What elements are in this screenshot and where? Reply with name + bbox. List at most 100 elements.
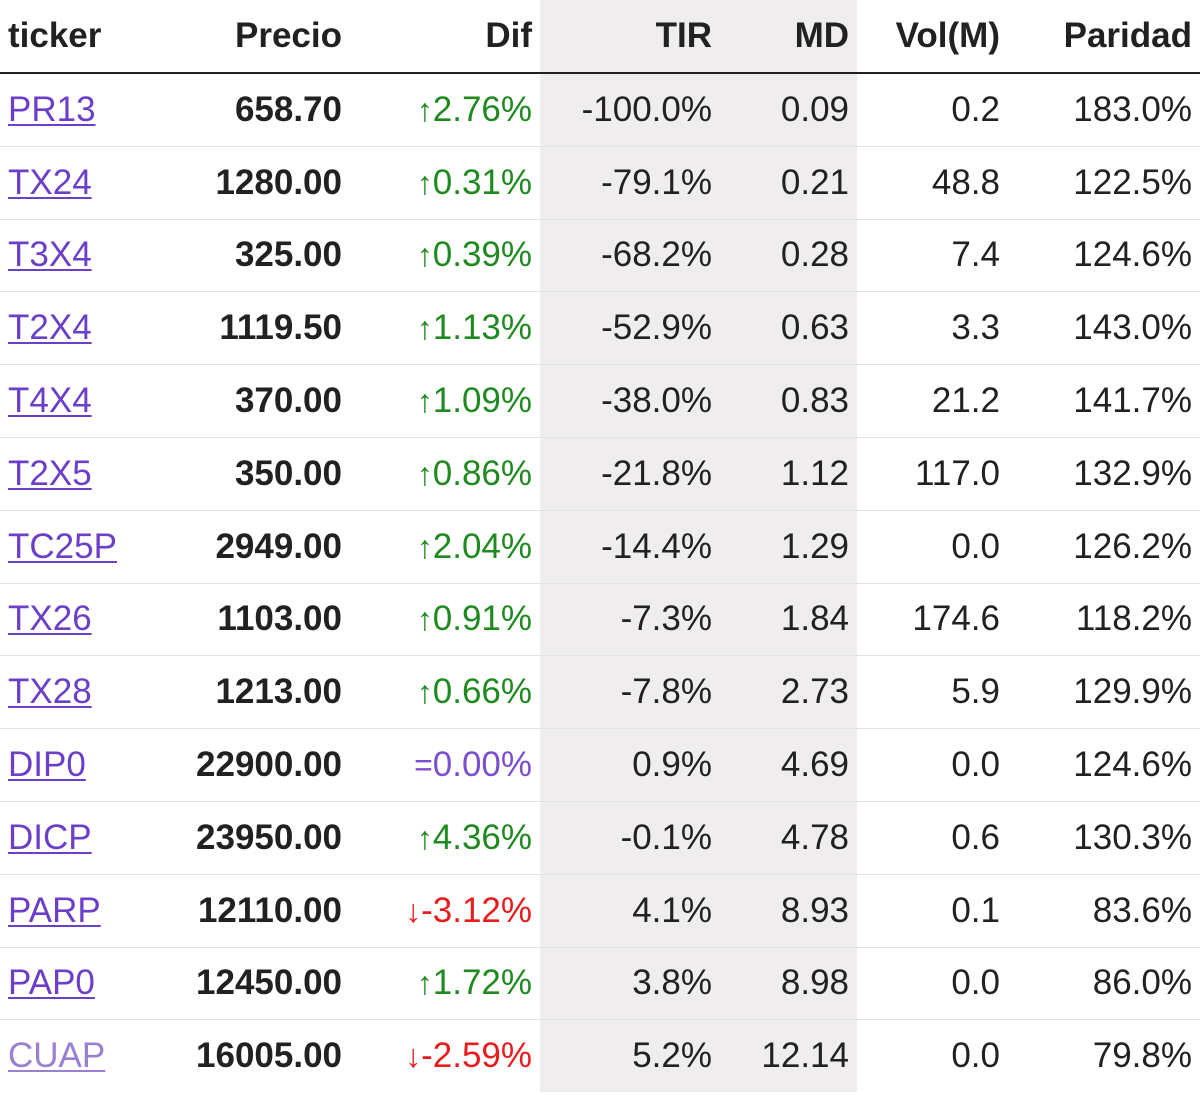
vol-cell: 48.8 [857, 146, 1008, 220]
tir-cell: -52.9% [540, 291, 720, 366]
column-header-paridad[interactable]: Paridad [1008, 0, 1200, 74]
tir-cell: -79.1% [540, 146, 720, 220]
dif-value: 0.39% [432, 235, 532, 275]
ticker-link[interactable]: CUAP [8, 1036, 106, 1076]
trend-arrow-icon: ↑ [416, 819, 433, 856]
vol-cell: 0.2 [857, 73, 1008, 147]
md-cell: 0.21 [720, 146, 857, 220]
paridad-cell: 130.3% [1008, 801, 1200, 875]
dif-value: 1.72% [432, 963, 532, 1003]
dif-value: 0.91% [432, 599, 532, 639]
vol-cell: 0.1 [857, 874, 1008, 948]
trend-arrow-icon: ↑ [416, 528, 433, 565]
ticker-link[interactable]: DIP0 [8, 745, 86, 785]
ticker-cell: T4X4 [0, 364, 160, 438]
tir-cell: 0.9% [540, 728, 720, 802]
ticker-link[interactable]: TC25P [8, 526, 117, 566]
column-header-md[interactable]: MD [720, 0, 857, 74]
trend-arrow-icon: ↑ [416, 237, 433, 274]
table-row: TC25P 2949.00 ↑2.04% -14.4% 1.29 0.0 126… [0, 510, 1200, 584]
paridad-cell: 183.0% [1008, 73, 1200, 147]
md-cell: 0.28 [720, 219, 857, 293]
ticker-cell: TX28 [0, 655, 160, 730]
vol-cell: 7.4 [857, 219, 1008, 293]
paridad-cell: 122.5% [1008, 146, 1200, 220]
paridad-cell: 83.6% [1008, 874, 1200, 948]
ticker-link[interactable]: TX28 [8, 672, 92, 712]
md-cell: 1.84 [720, 583, 857, 657]
paridad-cell: 126.2% [1008, 510, 1200, 584]
header-row: ticker Precio Dif TIR MD Vol(M) Paridad [0, 0, 1200, 74]
ticker-cell: TC25P [0, 510, 160, 584]
md-cell: 12.14 [720, 1019, 857, 1093]
dif-cell: ↑2.76% [350, 73, 540, 147]
table-row: T3X4 325.00 ↑0.39% -68.2% 0.28 7.4 124.6… [0, 219, 1200, 293]
table-body: PR13 658.70 ↑2.76% -100.0% 0.09 0.2 183.… [0, 73, 1200, 1093]
column-header-precio[interactable]: Precio [160, 0, 350, 74]
ticker-cell: T2X4 [0, 291, 160, 366]
vol-cell: 5.9 [857, 655, 1008, 730]
column-header-tir[interactable]: TIR [540, 0, 720, 74]
dif-value: 0.66% [432, 672, 532, 712]
column-header-dif[interactable]: Dif [350, 0, 540, 74]
ticker-link[interactable]: TX26 [8, 599, 92, 639]
paridad-cell: 118.2% [1008, 583, 1200, 657]
dif-value: 4.36% [432, 817, 532, 857]
ticker-cell: T3X4 [0, 219, 160, 293]
dif-cell: ↑2.04% [350, 510, 540, 584]
md-cell: 1.12 [720, 437, 857, 511]
table-header: ticker Precio Dif TIR MD Vol(M) Paridad [0, 0, 1200, 74]
md-cell: 8.98 [720, 947, 857, 1021]
table-row: T2X4 1119.50 ↑1.13% -52.9% 0.63 3.3 143.… [0, 291, 1200, 366]
vol-cell: 117.0 [857, 437, 1008, 511]
table-row: TX26 1103.00 ↑0.91% -7.3% 1.84 174.6 118… [0, 583, 1200, 657]
paridad-cell: 141.7% [1008, 364, 1200, 438]
table-row: PR13 658.70 ↑2.76% -100.0% 0.09 0.2 183.… [0, 73, 1200, 147]
precio-cell: 16005.00 [196, 1036, 342, 1076]
dif-cell: =0.00% [350, 728, 540, 802]
ticker-cell: PR13 [0, 73, 160, 147]
dif-cell: ↑4.36% [350, 801, 540, 875]
md-cell: 0.83 [720, 364, 857, 438]
ticker-link[interactable]: PAP0 [8, 963, 95, 1003]
ticker-link[interactable]: TX24 [8, 162, 92, 202]
ticker-link[interactable]: T3X4 [8, 235, 92, 275]
ticker-link[interactable]: T4X4 [8, 381, 92, 421]
paridad-cell: 132.9% [1008, 437, 1200, 511]
trend-arrow-icon: ↑ [416, 965, 433, 1002]
column-header-ticker[interactable]: ticker [0, 0, 160, 74]
ticker-cell: PARP [0, 874, 160, 948]
ticker-link[interactable]: T2X5 [8, 453, 92, 493]
vol-cell: 0.0 [857, 510, 1008, 584]
ticker-link[interactable]: DICP [8, 817, 92, 857]
dif-cell: ↑0.91% [350, 583, 540, 657]
ticker-link[interactable]: PR13 [8, 89, 96, 129]
dif-cell: ↓-3.12% [350, 874, 540, 948]
dif-value: 0.00% [432, 745, 532, 785]
paridad-cell: 129.9% [1008, 655, 1200, 730]
precio-cell: 325.00 [160, 219, 350, 293]
dif-value: 0.86% [432, 453, 532, 493]
trend-arrow-icon: ↑ [416, 383, 433, 420]
dif-value: 0.31% [432, 162, 532, 202]
precio-cell: 1103.00 [160, 583, 350, 657]
ticker-link[interactable]: PARP [8, 890, 101, 930]
precio-cell: 2949.00 [160, 510, 350, 584]
column-header-vol[interactable]: Vol(M) [857, 0, 1008, 74]
dif-cell: ↑1.09% [350, 364, 540, 438]
ticker-link[interactable]: T2X4 [8, 308, 92, 348]
tir-cell: -21.8% [540, 437, 720, 511]
tir-cell: 3.8% [540, 947, 720, 1021]
table-row: T2X5 350.00 ↑0.86% -21.8% 1.12 117.0 132… [0, 437, 1200, 511]
table-row: PAP0 12450.00 ↑1.72% 3.8% 8.98 0.0 86.0% [0, 947, 1200, 1021]
precio-cell: 12110.00 [160, 874, 350, 948]
precio-cell: 23950.00 [160, 801, 350, 875]
trend-arrow-icon: ↑ [416, 674, 433, 711]
precio-cell: 1119.50 [160, 291, 350, 366]
tir-cell: -7.8% [540, 655, 720, 730]
precio-cell: 22900.00 [160, 728, 350, 802]
vol-cell: 174.6 [857, 583, 1008, 657]
tir-cell: 4.1% [540, 874, 720, 948]
paridad-cell: 124.6% [1008, 728, 1200, 802]
